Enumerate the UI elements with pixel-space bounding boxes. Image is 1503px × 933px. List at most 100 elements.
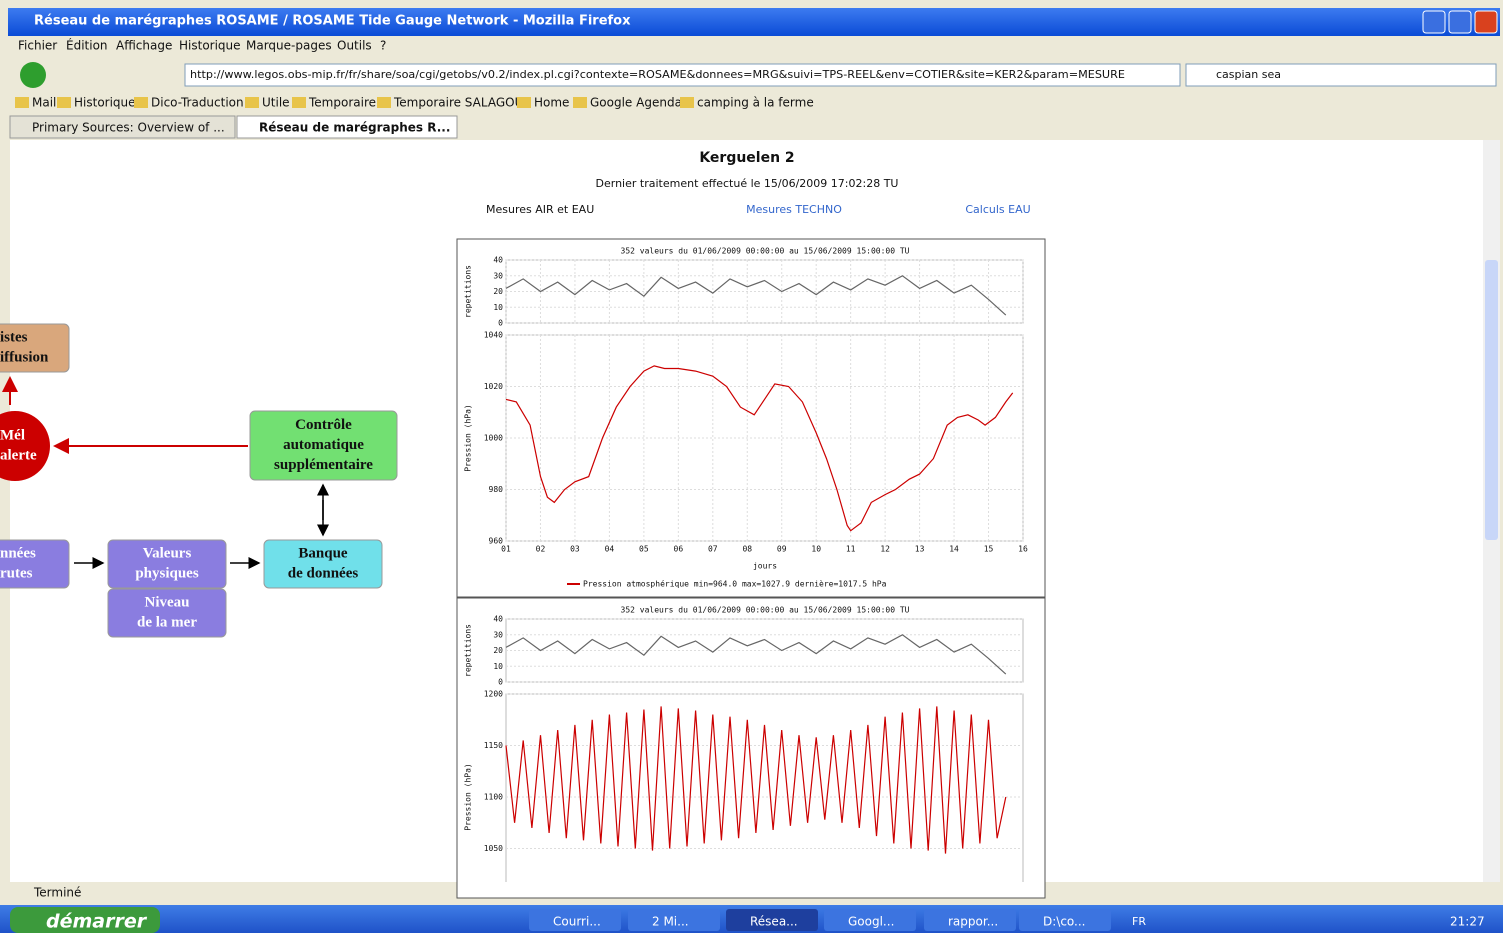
chart: 352 valeurs du 01/06/2009 00:00:00 au 15… bbox=[464, 247, 1028, 589]
x-tick-label: 05 bbox=[639, 545, 649, 554]
page-subtitle: Dernier traitement effectué le 15/06/200… bbox=[596, 177, 899, 190]
search-text[interactable]: caspian sea bbox=[1216, 68, 1281, 81]
y-tick-label: 0 bbox=[498, 678, 503, 687]
menu-item[interactable]: ? bbox=[380, 39, 386, 53]
y-tick-label: 10 bbox=[493, 662, 503, 671]
nav-link[interactable]: Mesures TECHNO bbox=[746, 203, 842, 216]
task-label[interactable]: 2 Mi... bbox=[652, 915, 689, 929]
node-label: Mél bbox=[0, 427, 25, 443]
close-button[interactable] bbox=[1474, 10, 1498, 34]
task-label[interactable]: D:\co... bbox=[1043, 915, 1086, 929]
bookmark[interactable]: Home bbox=[534, 96, 569, 110]
folder-icon bbox=[377, 97, 391, 108]
bookmark[interactable]: camping à la ferme bbox=[697, 96, 814, 110]
task-button[interactable] bbox=[824, 909, 916, 931]
node-label: physiques bbox=[135, 565, 199, 581]
task-button[interactable] bbox=[1019, 909, 1111, 931]
node-label: Contrôle bbox=[295, 417, 352, 433]
clock: 21:27 bbox=[1450, 915, 1485, 929]
y-tick-label: 10 bbox=[493, 303, 503, 312]
y-axis-label: Pression (hPa) bbox=[464, 763, 473, 830]
back-button[interactable] bbox=[20, 62, 46, 88]
series-line bbox=[505, 275, 1007, 316]
tab-label[interactable]: Primary Sources: Overview of ... bbox=[32, 121, 225, 135]
title-bar bbox=[8, 8, 1500, 36]
y-tick-label: 1050 bbox=[484, 844, 503, 853]
y-tick-label: 30 bbox=[493, 630, 503, 639]
y-tick-label: 1000 bbox=[484, 434, 503, 443]
task-button[interactable] bbox=[924, 909, 1016, 931]
tab[interactable] bbox=[9, 115, 236, 139]
task-label[interactable]: Résea... bbox=[750, 915, 798, 929]
window-title: Réseau de marégraphes ROSAME / ROSAME Ti… bbox=[34, 14, 631, 29]
menu-item[interactable]: Fichier bbox=[18, 39, 57, 53]
bookmark[interactable]: Utile bbox=[262, 96, 290, 110]
task-button[interactable] bbox=[529, 909, 621, 931]
node-label: istes bbox=[0, 329, 28, 345]
bookmark[interactable]: Historique bbox=[74, 96, 136, 110]
search-field[interactable] bbox=[1185, 63, 1497, 87]
folder-icon bbox=[245, 97, 259, 108]
node bbox=[107, 588, 227, 638]
node-label: rutes bbox=[0, 565, 33, 581]
x-tick-label: 14 bbox=[949, 545, 959, 554]
tab-label[interactable]: Réseau de marégraphes R... bbox=[259, 121, 450, 135]
menu-item[interactable]: Outils bbox=[337, 39, 372, 53]
x-tick-label: 06 bbox=[674, 545, 684, 554]
menu-item[interactable]: Marque-pages bbox=[246, 39, 332, 53]
menu-item[interactable]: Édition bbox=[66, 38, 108, 53]
y-tick-label: 0 bbox=[498, 319, 503, 328]
node-label: supplémentaire bbox=[274, 457, 373, 473]
task-label[interactable]: rappor... bbox=[948, 915, 998, 929]
minimize-button[interactable] bbox=[1422, 10, 1446, 34]
menu-item[interactable]: Affichage bbox=[116, 39, 172, 53]
y-tick-label: 1150 bbox=[484, 741, 503, 750]
node-label: automatique bbox=[283, 437, 364, 453]
task-label[interactable]: Courri... bbox=[553, 915, 601, 929]
scroll-thumb[interactable] bbox=[1485, 260, 1498, 540]
x-tick-label: 07 bbox=[708, 545, 718, 554]
nav-link[interactable]: Calculs EAU bbox=[965, 203, 1030, 216]
task-label[interactable]: Googl... bbox=[848, 915, 894, 929]
bookmark[interactable]: Temporaire bbox=[308, 96, 376, 110]
task-button[interactable] bbox=[628, 909, 720, 931]
node-label: Valeurs bbox=[143, 545, 192, 561]
folder-icon bbox=[57, 97, 71, 108]
node-label: Banque bbox=[298, 545, 348, 561]
start-label[interactable]: démarrer bbox=[46, 911, 148, 933]
task-button[interactable] bbox=[726, 909, 818, 931]
maximize-button[interactable] bbox=[1448, 10, 1472, 34]
y-tick-label: 40 bbox=[493, 615, 503, 624]
x-axis-label: jours bbox=[753, 562, 777, 571]
url-field[interactable] bbox=[184, 63, 1181, 87]
legend: Pression atmosphérique min=964.0 max=102… bbox=[583, 579, 887, 589]
x-tick-label: 11 bbox=[846, 545, 856, 554]
x-tick-label: 15 bbox=[984, 545, 994, 554]
folder-icon bbox=[15, 97, 29, 108]
y-tick-label: 1020 bbox=[484, 382, 503, 391]
folder-icon bbox=[680, 97, 694, 108]
bookmark[interactable]: Mail bbox=[32, 96, 56, 110]
url[interactable]: http://www.legos.obs-mip.fr/fr/share/soa… bbox=[190, 68, 1125, 81]
series-line bbox=[505, 706, 1007, 854]
bookmark[interactable]: Temporaire SALAGOU bbox=[393, 96, 523, 110]
y-tick-label: 30 bbox=[493, 271, 503, 280]
start-button[interactable] bbox=[10, 907, 160, 933]
x-tick-label: 03 bbox=[570, 545, 580, 554]
folder-icon bbox=[292, 97, 306, 108]
bookmark[interactable]: Google Agenda bbox=[590, 96, 682, 110]
status: Terminé bbox=[33, 886, 81, 900]
chart-title: 352 valeurs du 01/06/2009 00:00:00 au 15… bbox=[621, 606, 910, 615]
y-tick-label: 1100 bbox=[484, 793, 503, 802]
bookmark[interactable]: Dico-Traduction bbox=[151, 96, 244, 110]
y-tick-label: 960 bbox=[489, 537, 504, 546]
x-tick-label: 01 bbox=[501, 545, 511, 554]
tab[interactable] bbox=[236, 115, 458, 139]
node bbox=[107, 539, 227, 589]
menu-item[interactable]: Historique bbox=[179, 39, 241, 53]
node-label: de données bbox=[288, 565, 359, 581]
node bbox=[0, 411, 50, 481]
folder-icon bbox=[573, 97, 587, 108]
